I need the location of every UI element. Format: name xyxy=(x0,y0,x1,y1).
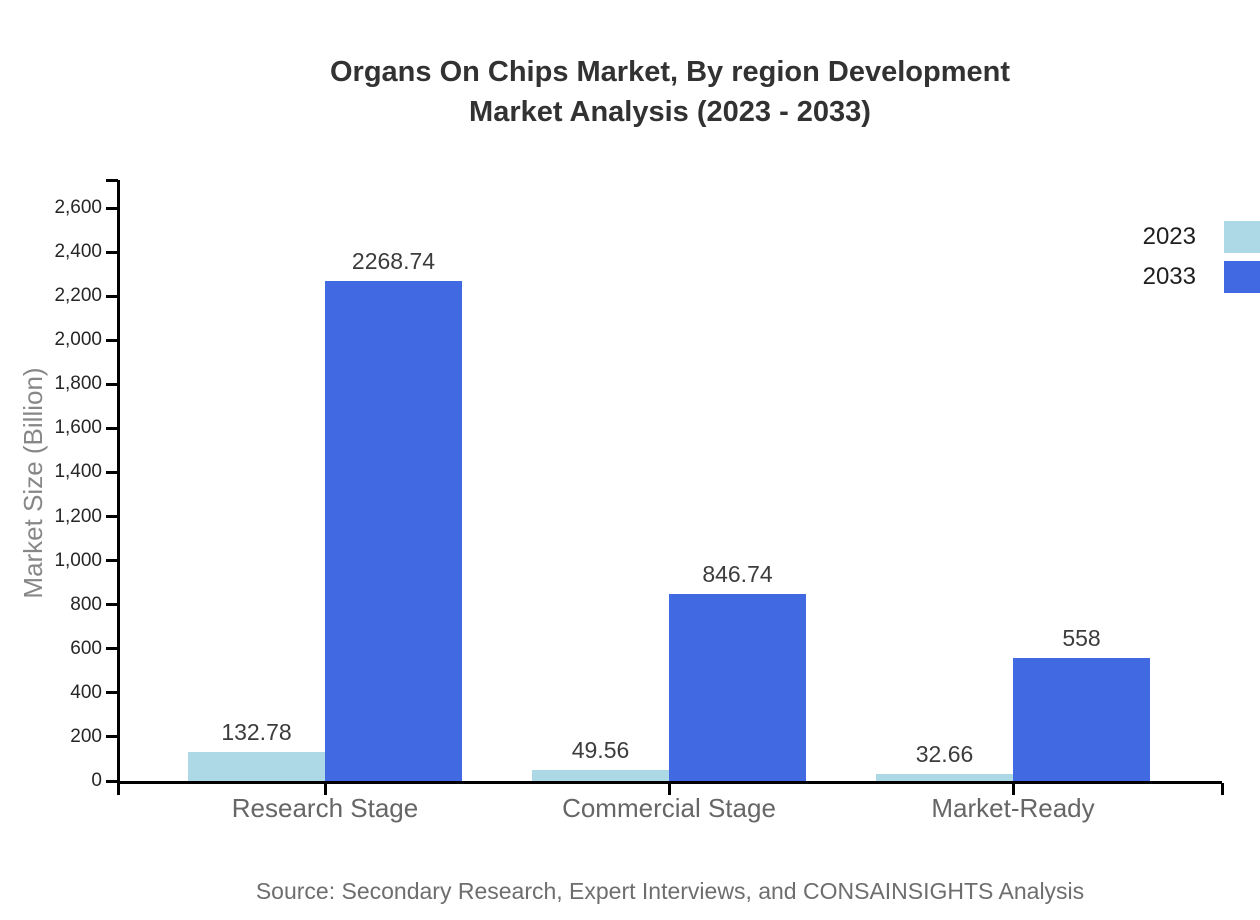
y-tick xyxy=(106,250,118,254)
y-tick-label: 800 xyxy=(70,593,102,615)
x-tick xyxy=(667,783,671,795)
y-tick xyxy=(106,426,118,430)
data-label-2023-commercial-stage: 49.56 xyxy=(571,737,630,764)
y-axis-end-tick xyxy=(106,179,118,182)
y-tick xyxy=(106,294,118,298)
y-tick xyxy=(106,691,118,695)
y-tick xyxy=(106,470,118,474)
data-label-2033-research-stage: 2268.74 xyxy=(351,248,436,274)
legend-swatch-2033 xyxy=(1224,261,1260,293)
y-tick-label: 1,000 xyxy=(54,549,102,571)
chart-title-line-1: Organs On Chips Market, By region Develo… xyxy=(329,56,1011,88)
y-tick-label: 200 xyxy=(70,725,102,747)
x-tick xyxy=(1011,783,1015,795)
chart-title-line-2: Market Analysis (2023 - 2033) xyxy=(469,96,871,128)
bar-2033-market-ready xyxy=(1013,658,1150,781)
y-axis-line xyxy=(117,180,120,784)
bar-2033-research-stage xyxy=(325,281,462,781)
y-tick-label: 600 xyxy=(70,637,102,659)
chart-title: Organs On Chips Market, By region Develo… xyxy=(80,52,1260,132)
y-tick-label: 1,400 xyxy=(54,461,102,483)
y-tick xyxy=(106,515,118,519)
y-tick-label: 1,200 xyxy=(54,505,102,527)
bar-2023-market-ready xyxy=(876,773,1013,781)
legend-label-2033: 2033 xyxy=(1142,263,1196,290)
legend-swatch-2023 xyxy=(1224,221,1260,253)
x-tick xyxy=(116,783,120,795)
legend-label-2023: 2023 xyxy=(1142,223,1196,250)
data-label-2033-market-ready: 558 xyxy=(1062,625,1101,652)
data-label-2033-commercial-stage: 846.74 xyxy=(702,561,773,588)
y-tick-label: 2,400 xyxy=(54,241,102,263)
y-axis-title: Market Size (Billion) xyxy=(18,367,48,599)
y-tick-label: 2,600 xyxy=(54,197,102,218)
data-label-2023-market-ready: 32.66 xyxy=(915,740,974,767)
y-tick-label: 2,200 xyxy=(54,285,102,307)
y-tick xyxy=(106,206,118,210)
data-label-2023-research-stage: 132.78 xyxy=(221,718,292,745)
y-tick-label: 1,800 xyxy=(54,373,102,395)
x-tick xyxy=(323,783,327,795)
category-label-commercial-stage: Commercial Stage xyxy=(562,793,776,823)
bar-2023-commercial-stage xyxy=(532,770,669,781)
y-tick xyxy=(106,779,118,783)
bar-2033-commercial-stage xyxy=(669,594,806,781)
y-tick-label: 400 xyxy=(70,681,102,703)
source-attribution: Source: Secondary Research, Expert Inter… xyxy=(255,878,1085,904)
x-axis-line xyxy=(117,781,1222,784)
x-tick xyxy=(1220,783,1224,795)
y-tick xyxy=(106,382,118,386)
bar-2023-research-stage xyxy=(188,751,325,781)
y-tick-label: 1,600 xyxy=(54,417,102,439)
y-tick xyxy=(106,647,118,651)
y-tick xyxy=(106,559,118,563)
category-label-research-stage: Research Stage xyxy=(231,793,419,823)
y-tick xyxy=(106,338,118,342)
y-tick-label: 0 xyxy=(91,770,102,791)
y-tick xyxy=(106,603,118,607)
y-tick-label: 2,000 xyxy=(54,329,102,351)
y-tick xyxy=(106,735,118,739)
category-label-market-ready: Market-Ready xyxy=(931,793,1095,823)
